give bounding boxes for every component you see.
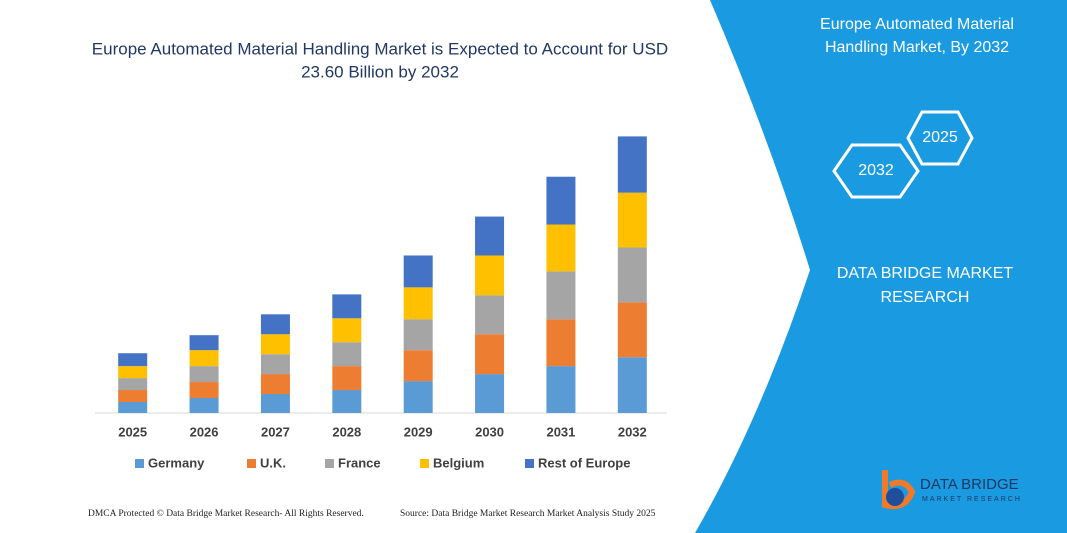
bar-segment xyxy=(332,366,362,391)
bar-segment xyxy=(617,357,647,413)
footer-left: DMCA Protected © Data Bridge Market Rese… xyxy=(88,508,364,519)
bar-segment xyxy=(118,401,148,413)
bar-segment xyxy=(332,390,362,413)
bar-segment xyxy=(260,394,290,413)
bar-segment xyxy=(118,378,148,391)
bar-segment xyxy=(260,334,290,355)
bar-segment xyxy=(189,366,219,383)
bar-segment xyxy=(475,255,505,296)
bar-segment xyxy=(617,136,647,193)
bar-segment xyxy=(546,176,576,225)
legend-label: Germany xyxy=(148,455,205,470)
logo-mark xyxy=(882,470,916,510)
x-tick-label: 2026 xyxy=(190,424,219,439)
bar-segment xyxy=(403,319,433,351)
bar-segment xyxy=(475,374,505,413)
legend-label: U.K. xyxy=(260,455,286,470)
bar-segment xyxy=(617,192,647,248)
x-tick-label: 2027 xyxy=(261,424,290,439)
x-tick-label: 2025 xyxy=(118,424,147,439)
logo-tagline: MARKET RESEARCH xyxy=(922,496,1022,503)
bar-segment xyxy=(617,247,647,303)
bar-segment xyxy=(475,334,505,375)
bar-segment xyxy=(260,354,290,375)
bar-segment xyxy=(260,314,290,335)
company-box: DATA BRIDGE MARKET RESEARCH xyxy=(836,265,1014,306)
bar-segment xyxy=(617,302,647,358)
bar-segment xyxy=(332,318,362,343)
bar-segment xyxy=(332,294,362,319)
legend-swatch xyxy=(325,459,334,468)
bar-segment xyxy=(189,397,219,413)
legend-swatch xyxy=(135,459,144,468)
bar-segment xyxy=(332,342,362,367)
bar-segment xyxy=(403,350,433,382)
hexagon xyxy=(832,143,920,199)
bar-segment xyxy=(475,216,505,256)
bar-segment xyxy=(189,382,219,398)
bar-segment xyxy=(189,335,219,351)
x-tick-label: 2028 xyxy=(332,424,361,439)
x-tick-label: 2029 xyxy=(404,424,433,439)
panel-title-line2: Handling Market, By 2032 xyxy=(825,39,1009,56)
hex-label: 2025 xyxy=(922,129,958,146)
bar-segment xyxy=(546,224,576,272)
x-tick-label: 2032 xyxy=(618,424,647,439)
bar-segment xyxy=(403,287,433,320)
bar-segment xyxy=(403,381,433,413)
legend-swatch xyxy=(420,459,429,468)
hex-label: 2032 xyxy=(858,162,894,179)
bar-segment xyxy=(189,350,219,367)
bar-segment xyxy=(546,319,576,367)
footer-right: Source: Data Bridge Market Research Mark… xyxy=(400,509,656,519)
x-tick-label: 2031 xyxy=(546,424,575,439)
chart-title: Europe Automated Material Handling Marke… xyxy=(92,39,668,58)
bar-segment xyxy=(403,255,433,288)
logo-mark xyxy=(886,488,904,506)
logo-name: DATA BRIDGE xyxy=(920,476,1019,493)
bar-segment xyxy=(118,366,148,379)
legend-label: Rest of Europe xyxy=(538,455,630,470)
legend-label: France xyxy=(338,455,381,470)
legend-swatch xyxy=(247,459,256,468)
panel-title: Europe Automated Material xyxy=(820,16,1014,33)
bar-segment xyxy=(546,366,576,413)
company-name: DATA BRIDGE MARKET RESEARCH xyxy=(836,265,1014,306)
x-tick-label: 2030 xyxy=(475,424,504,439)
side-panel xyxy=(695,0,1067,533)
legend-label: Belgium xyxy=(433,455,484,470)
bar-segment xyxy=(260,374,290,395)
bar-segment xyxy=(546,271,576,320)
bar-segment xyxy=(118,390,148,402)
bar-segment xyxy=(475,295,505,335)
bar-segment xyxy=(118,353,148,367)
legend-swatch xyxy=(525,459,534,468)
hexagon xyxy=(906,110,974,166)
chart-title-line2: 23.60 Billion by 2032 xyxy=(301,62,459,81)
